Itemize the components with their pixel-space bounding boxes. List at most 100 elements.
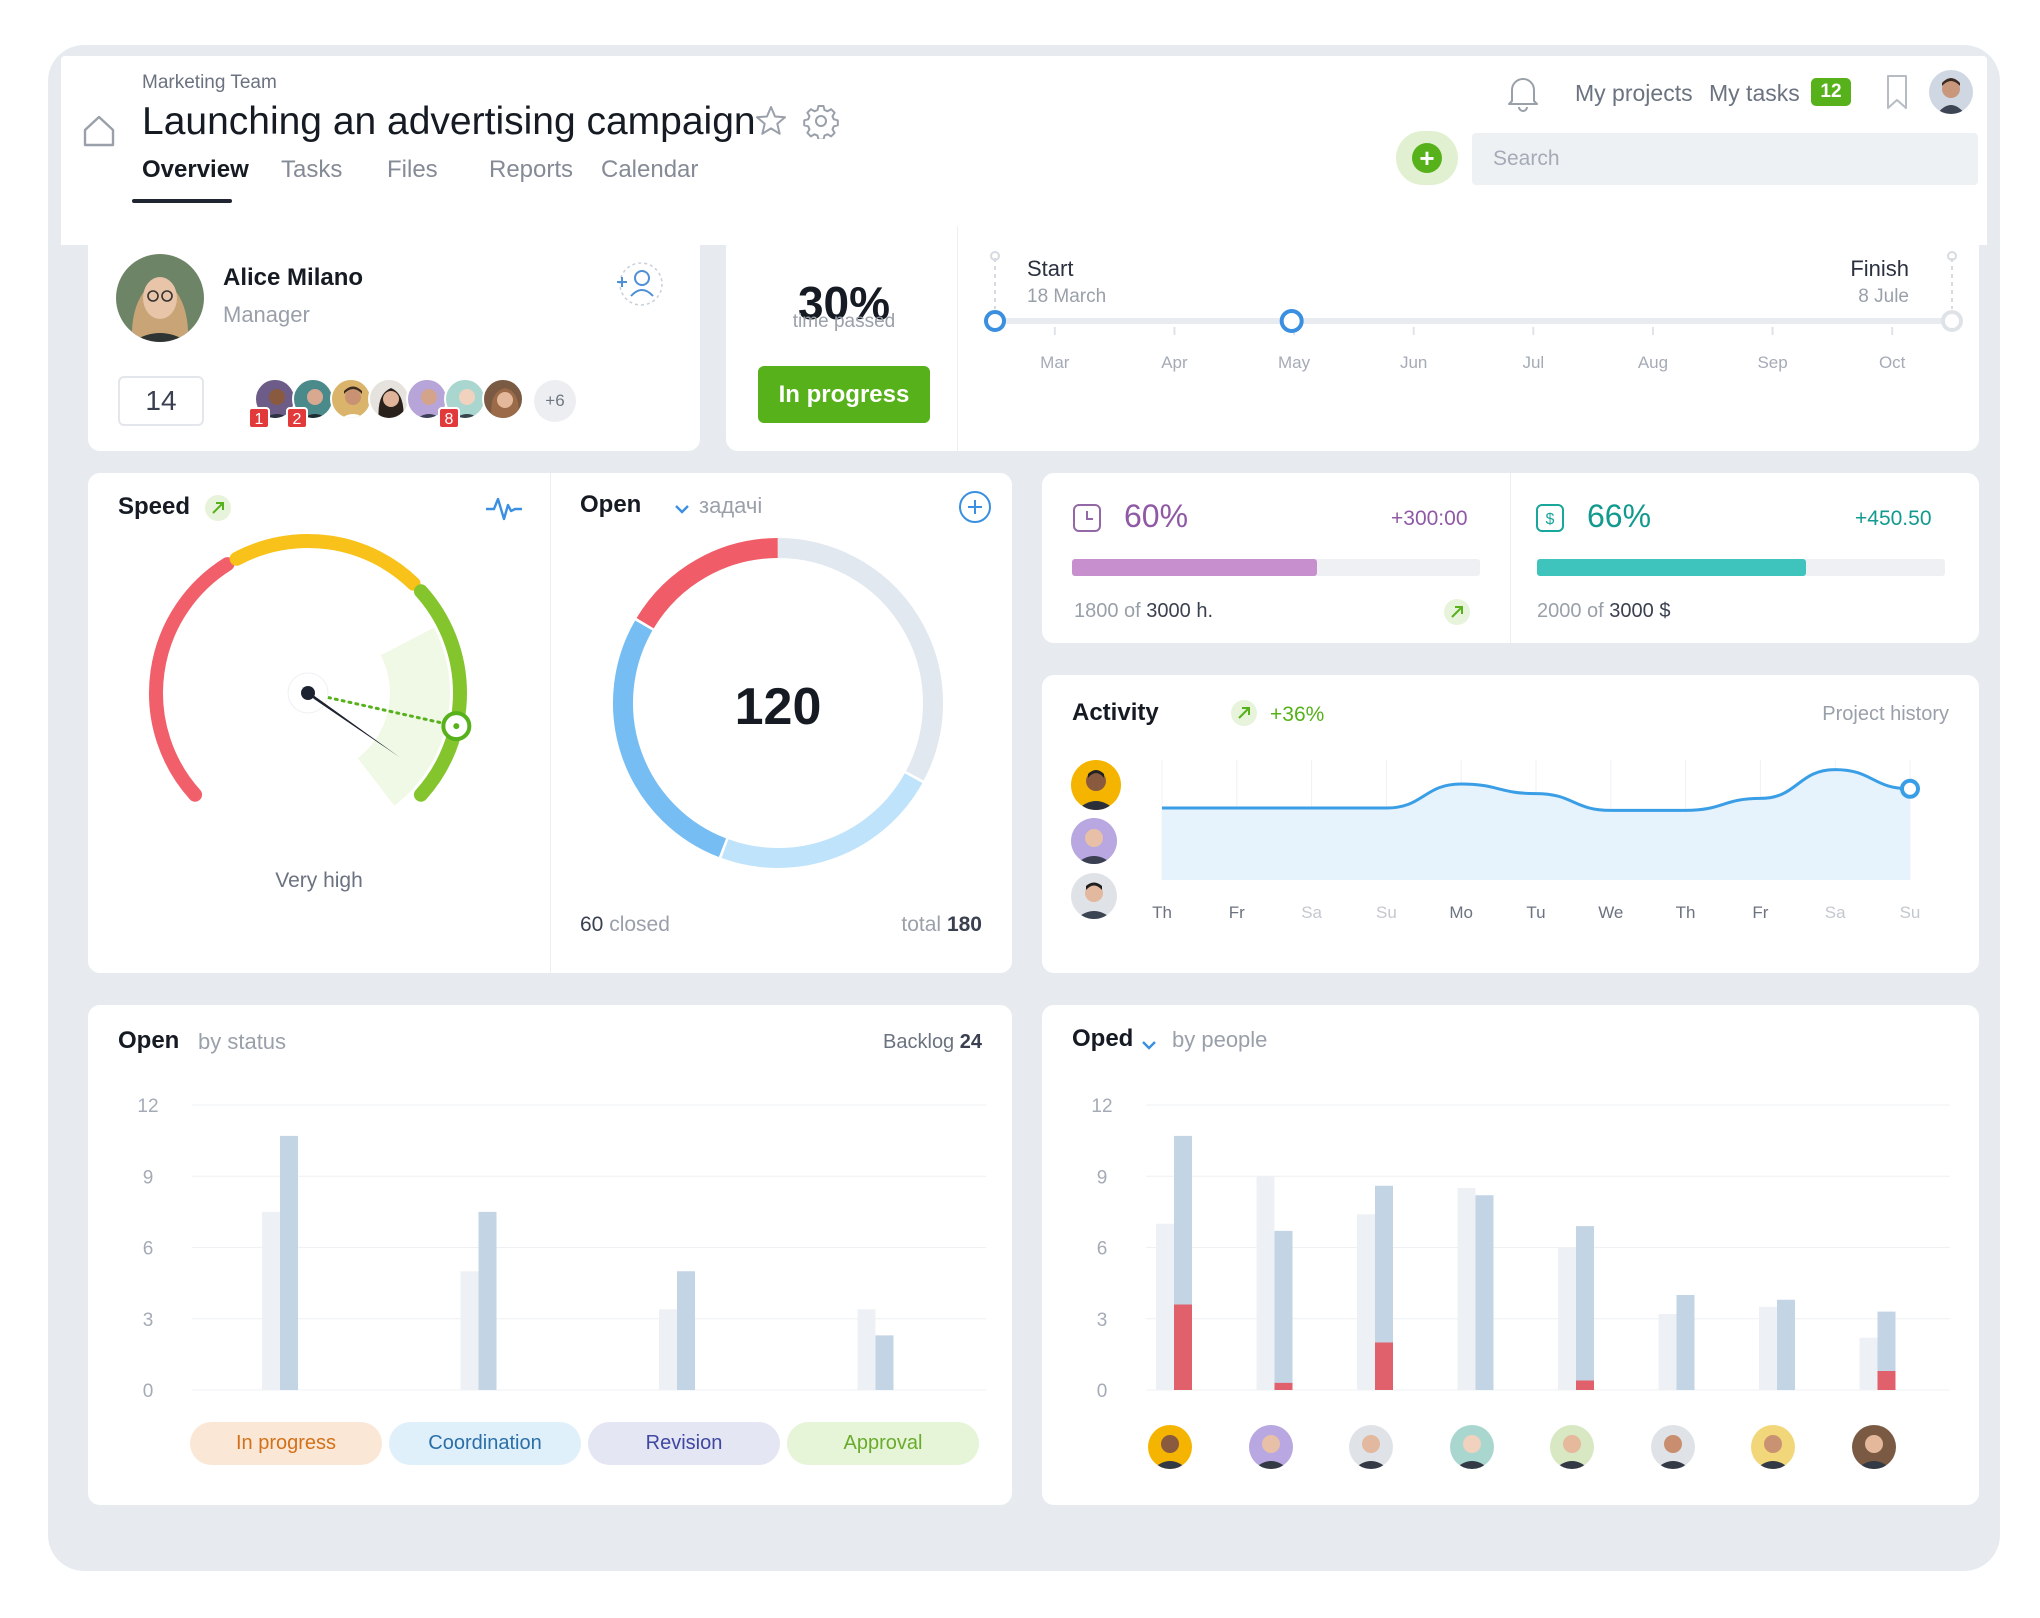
month-label: Jul xyxy=(1522,353,1544,372)
activity-card: Activity +36% Project history Th Fr Sa Su Mo… xyxy=(1042,675,1979,973)
notification-badge: 1 xyxy=(248,407,270,429)
status-pill[interactable]: Approval xyxy=(787,1422,979,1465)
team-name[interactable]: Marketing Team xyxy=(142,72,277,93)
manager-name[interactable]: Alice Milano xyxy=(223,264,364,291)
bar-overdue xyxy=(1174,1304,1192,1390)
tab-overview[interactable]: Overview xyxy=(142,156,249,183)
total-label: total xyxy=(901,913,942,936)
person-avatar[interactable] xyxy=(1449,1425,1494,1469)
bar-primary xyxy=(1877,1311,1896,1390)
activity-chart: Th Fr Sa Su Mo Tu We Th Fr Sa Su xyxy=(1152,760,1921,922)
pulse-icon[interactable] xyxy=(484,493,524,523)
status-pill[interactable]: Coordination xyxy=(389,1422,581,1465)
start-handle xyxy=(984,310,1006,332)
header: Marketing Team Launching an advertising … xyxy=(61,56,1987,245)
search-input[interactable] xyxy=(1472,133,1978,185)
tab-reports[interactable]: Reports xyxy=(489,156,574,183)
person-avatar[interactable] xyxy=(1349,1425,1393,1469)
add-button[interactable]: + xyxy=(1396,131,1458,185)
person-avatar[interactable] xyxy=(1550,1425,1594,1469)
person-avatar[interactable] xyxy=(1148,1425,1192,1469)
activity-area xyxy=(1162,769,1910,880)
tab-tasks[interactable]: Tasks xyxy=(281,156,343,183)
speed-value-label: Very high xyxy=(275,869,363,892)
hours-percent: 60% xyxy=(1124,498,1189,534)
people-chart-subtitle: by people xyxy=(1172,1027,1268,1052)
y-tick-label: 3 xyxy=(1097,1310,1108,1331)
budget-used: 2000 of xyxy=(1537,600,1604,622)
day-label: Sa xyxy=(1301,903,1322,922)
person-avatar[interactable] xyxy=(1650,1425,1695,1469)
status-button[interactable]: In progress xyxy=(758,366,930,423)
user-avatar[interactable] xyxy=(1929,70,1973,114)
bar-secondary xyxy=(659,1309,677,1390)
person-avatar[interactable] xyxy=(1751,1425,1795,1469)
tab-files[interactable]: Files xyxy=(387,156,438,183)
more-members-button[interactable]: +6 xyxy=(534,380,576,422)
star-icon[interactable] xyxy=(754,104,788,138)
person-avatar[interactable] xyxy=(1248,1425,1293,1469)
closed-summary: 60 closed xyxy=(580,913,670,937)
tab-calendar[interactable]: Calendar xyxy=(601,156,699,183)
bar-overdue xyxy=(1877,1371,1896,1390)
manager-role: Manager xyxy=(223,302,310,327)
chevron-down-icon[interactable] xyxy=(1139,1035,1159,1055)
project-history-link[interactable]: Project history xyxy=(1822,703,1949,725)
home-icon[interactable] xyxy=(81,113,117,149)
open-title: Open xyxy=(580,491,642,518)
budget-progress-track xyxy=(1537,559,1945,576)
bar-primary xyxy=(1274,1230,1293,1390)
my-projects-link[interactable]: My projects xyxy=(1575,80,1693,106)
open-filter[interactable]: задачі xyxy=(699,493,763,518)
activity-avatar-1[interactable] xyxy=(1071,760,1121,810)
bar-primary xyxy=(478,1211,497,1390)
budget-total: 3000 $ xyxy=(1609,600,1671,622)
budget-summary: 2000 of 3000 $ xyxy=(1537,600,1670,623)
donut-segment-in-progress xyxy=(636,538,778,629)
bar-secondary xyxy=(1859,1337,1878,1390)
notification-badge: 2 xyxy=(286,407,308,429)
trend-up-icon xyxy=(205,495,231,521)
day-label: Su xyxy=(1900,903,1921,922)
budget-delta: +450.50 xyxy=(1855,507,1932,530)
open-count: 120 xyxy=(734,678,822,736)
bell-icon[interactable] xyxy=(1503,72,1543,112)
start-date: 18 March xyxy=(1027,286,1107,307)
bookmark-icon[interactable] xyxy=(1881,72,1913,112)
time-passed-label: time passed xyxy=(792,311,896,332)
backlog-value: 24 xyxy=(959,1031,982,1053)
finish-handle xyxy=(1941,310,1963,332)
donut-segment-remaining xyxy=(777,538,943,781)
total-summary: total 180 xyxy=(901,913,982,937)
svg-text:$: $ xyxy=(1546,511,1555,528)
team-avatar-3[interactable] xyxy=(330,378,372,420)
bar-primary xyxy=(1375,1185,1393,1390)
my-tasks-link[interactable]: My tasks xyxy=(1709,80,1800,106)
add-icon: + xyxy=(1412,143,1442,173)
person-avatar[interactable] xyxy=(1851,1425,1896,1469)
manager-avatar[interactable] xyxy=(116,254,204,342)
activity-avatar-3[interactable] xyxy=(1071,873,1117,919)
speed-open-card: Speed Very high Open задачі 120 60 close… xyxy=(88,473,1012,973)
y-tick-label: 9 xyxy=(1097,1167,1108,1188)
divider xyxy=(1510,473,1511,643)
bar-overdue xyxy=(1274,1382,1293,1390)
gauge-red-segment xyxy=(149,557,235,802)
bar-primary xyxy=(1576,1226,1594,1390)
status-pill[interactable]: Revision xyxy=(588,1422,780,1465)
hours-budget-card: 60% +300:00 1800 of 3000 h. $ 66% +450.5… xyxy=(1042,473,1979,643)
gear-icon[interactable] xyxy=(803,103,839,139)
chevron-down-icon[interactable] xyxy=(672,499,692,519)
bar-secondary xyxy=(1256,1176,1275,1390)
backlog-label: Backlog xyxy=(883,1031,955,1053)
month-label: Mar xyxy=(1040,353,1070,372)
add-member-icon[interactable] xyxy=(614,262,666,306)
page-title: Launching an advertising campaign xyxy=(142,100,756,143)
y-tick-label: 9 xyxy=(143,1167,154,1188)
add-circle-icon[interactable] xyxy=(957,489,993,525)
team-avatar-4[interactable] xyxy=(368,378,410,420)
timeline-track[interactable]: Mar Apr May Jun Jul Aug Sep Oct xyxy=(966,246,1966,446)
status-pill[interactable]: In progress xyxy=(190,1422,382,1465)
activity-avatar-2[interactable] xyxy=(1071,818,1117,864)
team-avatar-7[interactable] xyxy=(482,378,524,420)
